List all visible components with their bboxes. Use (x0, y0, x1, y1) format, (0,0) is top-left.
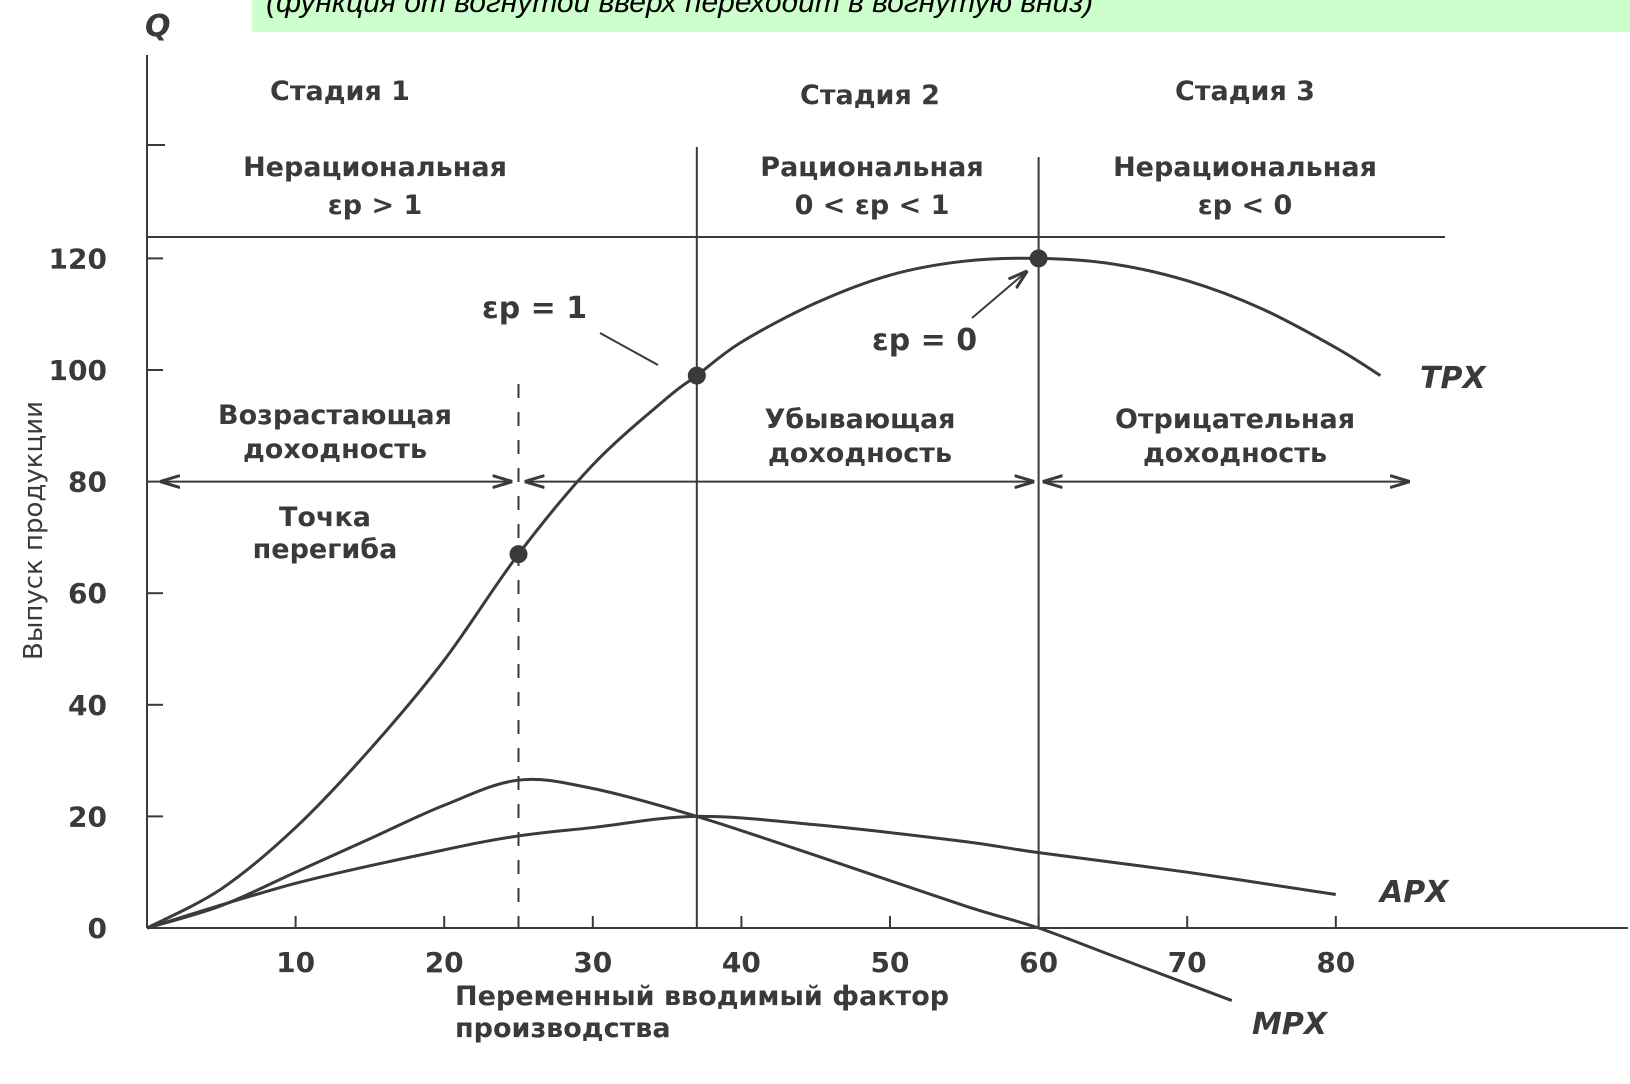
y-tick-label: 20 (68, 800, 107, 833)
returns-3-line1: Отрицательная (1115, 404, 1355, 435)
series-tpx-line (146, 256, 1382, 930)
x-tick-label: 60 (1019, 946, 1058, 979)
inflection-label-line1: Точка (279, 502, 371, 533)
stage-3-condition: εp < 0 (1198, 190, 1293, 221)
x-tick-label: 10 (276, 946, 315, 979)
series-mpx-line (146, 777, 1233, 1002)
y-axis-label: Выпуск продукции (19, 401, 49, 660)
tp-series-label: TPX (1420, 361, 1487, 396)
mp-series-label: MPX (1252, 1007, 1329, 1042)
stage-1-kind: Нерациональная (243, 152, 507, 183)
x-tick-label: 20 (425, 946, 464, 979)
y-tick-label: 80 (68, 466, 107, 499)
caption-text: (функция от вогнутой вверх переходит в в… (266, 0, 1094, 19)
stage-1-title: Стадия 1 (270, 76, 410, 107)
returns-2-line2: доходность (768, 438, 952, 469)
stage-2-title: Стадия 2 (800, 80, 940, 111)
tick-labels: 10 20 30 40 50 60 70 80 0 20 40 60 80 100 120 (49, 242, 1356, 979)
stage-3-title: Стадия 3 (1175, 76, 1315, 107)
inflection-label-line2: перегиба (253, 534, 398, 565)
x-tick-label: 30 (573, 946, 612, 979)
x-tick-label: 40 (722, 946, 761, 979)
y-axis-symbol: Q (145, 9, 171, 44)
elasticity-one-leader (599, 332, 659, 366)
series-curves (146, 256, 1382, 1002)
returns-3-line2: доходность (1143, 438, 1327, 469)
axes (146, 55, 1628, 929)
y-tick-label: 100 (49, 354, 107, 387)
stage-1-condition: εp > 1 (328, 190, 423, 221)
point-marker (1029, 249, 1048, 268)
point-marker (509, 545, 528, 564)
series-apx-line (146, 814, 1337, 930)
elasticity-zero-label: εp = 0 (872, 323, 977, 358)
stage-3-kind: Нерациональная (1113, 152, 1377, 183)
x-tick-label: 80 (1316, 946, 1355, 979)
x-axis-label-line1: Переменный вводимый фактор (455, 981, 949, 1012)
y-tick-label: 60 (68, 577, 107, 610)
returns-2-line1: Убывающая (764, 404, 955, 435)
ap-series-label: APX (1378, 875, 1450, 910)
x-tick-label: 70 (1168, 946, 1207, 979)
caption-banner: (функция от вогнутой вверх переходит в в… (252, 0, 1630, 32)
data-points (509, 249, 1048, 564)
x-axis-label-line2: производства (455, 1013, 671, 1044)
point-marker (687, 366, 706, 385)
returns-1-line2: доходность (243, 434, 427, 465)
y-tick-label: 120 (49, 242, 107, 275)
x-tick-label: 50 (871, 946, 910, 979)
stage-2-condition: 0 < εp < 1 (795, 190, 950, 221)
y-tick-label: 40 (68, 689, 107, 722)
y-tick-label: 0 (88, 912, 107, 945)
returns-1-line1: Возрастающая (218, 400, 452, 431)
stage-2-kind: Рациональная (760, 152, 983, 183)
elasticity-zero-arrow (971, 272, 1026, 319)
elasticity-one-label: εp = 1 (482, 291, 587, 326)
